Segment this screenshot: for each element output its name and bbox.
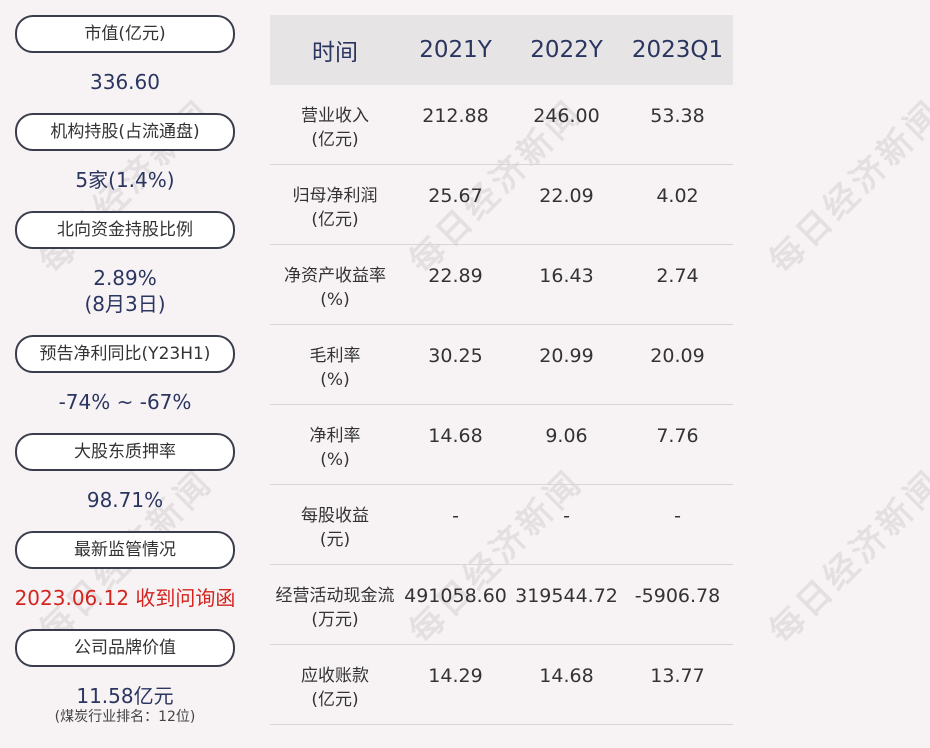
table-cell: - bbox=[563, 505, 570, 527]
metric-value: 2023.06.12 收到问询函 bbox=[14, 586, 236, 610]
table-cell: 25.67 bbox=[428, 185, 483, 207]
row-label: 毛利率 (%) bbox=[270, 344, 400, 392]
table-cell: - bbox=[452, 505, 459, 527]
metric-label: 预告净利同比(Y23H1) bbox=[15, 335, 235, 373]
row-unit: (亿元) bbox=[311, 690, 359, 710]
table-cell: 16.43 bbox=[539, 265, 594, 287]
metric-value-note: (煤炭行业排名：12位) bbox=[54, 709, 196, 725]
table-cell: 14.29 bbox=[428, 665, 483, 687]
row-unit: (亿元) bbox=[311, 130, 359, 150]
financial-table: 时间 2021Y 2022Y 2023Q1 营业收入 (亿元) 212.88 246.… bbox=[270, 15, 733, 725]
metric-value: 336.60 bbox=[90, 70, 160, 94]
table-cell: 14.68 bbox=[539, 665, 594, 687]
table-cell: 22.09 bbox=[539, 185, 594, 207]
header-cell: 时间 bbox=[312, 40, 358, 66]
metric-label: 北向资金持股比例 bbox=[15, 211, 235, 249]
table-header: 时间 2021Y 2022Y 2023Q1 bbox=[270, 15, 733, 85]
row-label: 营业收入 (亿元) bbox=[270, 104, 400, 152]
row-name: 每股收益 bbox=[301, 506, 369, 526]
row-name: 净资产收益率 bbox=[284, 266, 386, 286]
row-unit: (元) bbox=[319, 530, 351, 550]
table-cell: 22.89 bbox=[428, 265, 483, 287]
table-cell: 14.68 bbox=[428, 425, 483, 447]
table-row: 净资产收益率 (%) 22.89 16.43 2.74 bbox=[270, 245, 733, 325]
row-name: 经营活动现金流 bbox=[275, 586, 395, 606]
metric-value: 5家(1.4%) bbox=[75, 168, 175, 192]
metric-value: 98.71% bbox=[86, 488, 164, 512]
header-cell: 2023Q1 bbox=[631, 37, 724, 63]
metric-label: 市值(亿元) bbox=[15, 15, 235, 53]
header-cell: 2021Y bbox=[419, 37, 492, 63]
table-cell: - bbox=[674, 505, 681, 527]
table-cell: 4.02 bbox=[656, 185, 699, 207]
table-row: 营业收入 (亿元) 212.88 246.00 53.38 bbox=[270, 85, 733, 165]
row-label: 净利率 (%) bbox=[270, 424, 400, 472]
table-cell: 30.25 bbox=[428, 345, 483, 367]
metric-label: 大股东质押率 bbox=[15, 433, 235, 471]
table-row: 应收账款 (亿元) 14.29 14.68 13.77 bbox=[270, 645, 733, 725]
metric-label: 公司品牌价值 bbox=[15, 629, 235, 667]
row-name: 净利率 bbox=[309, 426, 361, 446]
table-row: 归母净利润 (亿元) 25.67 22.09 4.02 bbox=[270, 165, 733, 245]
table-cell: 212.88 bbox=[422, 105, 489, 127]
row-label: 归母净利润 (亿元) bbox=[270, 184, 400, 232]
metric-value: 11.58亿元 bbox=[76, 684, 174, 708]
metric-value: 2.89% bbox=[93, 266, 157, 290]
metric-value-note: (8月3日) bbox=[84, 292, 166, 316]
table-row: 每股收益 (元) - - - bbox=[270, 485, 733, 565]
metric-label: 机构持股(占流通盘) bbox=[15, 113, 235, 151]
row-label: 经营活动现金流 (万元) bbox=[270, 584, 400, 632]
table-row: 经营活动现金流 (万元) 491058.60 319544.72 -5906.78 bbox=[270, 565, 733, 645]
table-cell: 2.74 bbox=[656, 265, 699, 287]
table-row: 毛利率 (%) 30.25 20.99 20.09 bbox=[270, 325, 733, 405]
watermark: 每日经济新闻 bbox=[761, 462, 930, 652]
row-label: 每股收益 (元) bbox=[270, 504, 400, 552]
table-row: 净利率 (%) 14.68 9.06 7.76 bbox=[270, 405, 733, 485]
table-cell: 246.00 bbox=[533, 105, 600, 127]
row-unit: (%) bbox=[320, 450, 350, 470]
row-name: 毛利率 bbox=[309, 346, 361, 366]
row-name: 营业收入 bbox=[301, 106, 369, 126]
table-cell: 319544.72 bbox=[515, 585, 618, 607]
header-cell: 2022Y bbox=[530, 37, 603, 63]
table-cell: 7.76 bbox=[656, 425, 699, 447]
metric-label: 最新监管情况 bbox=[15, 531, 235, 569]
row-unit: (%) bbox=[320, 370, 350, 390]
row-name: 归母净利润 bbox=[292, 186, 378, 206]
row-unit: (%) bbox=[320, 290, 350, 310]
table-cell: 491058.60 bbox=[404, 585, 507, 607]
row-label: 应收账款 (亿元) bbox=[270, 664, 400, 712]
table-cell: 9.06 bbox=[545, 425, 588, 447]
row-label: 净资产收益率 (%) bbox=[270, 264, 400, 312]
table-cell: 20.99 bbox=[539, 345, 594, 367]
watermark: 每日经济新闻 bbox=[761, 92, 930, 282]
row-unit: (万元) bbox=[311, 610, 359, 630]
table-cell: -5906.78 bbox=[634, 585, 721, 607]
table-cell: 13.77 bbox=[650, 665, 705, 687]
row-name: 应收账款 bbox=[301, 666, 369, 686]
table-cell: 53.38 bbox=[650, 105, 705, 127]
table-cell: 20.09 bbox=[650, 345, 705, 367]
metric-value: -74% ~ -67% bbox=[58, 390, 192, 414]
row-unit: (亿元) bbox=[311, 210, 359, 230]
